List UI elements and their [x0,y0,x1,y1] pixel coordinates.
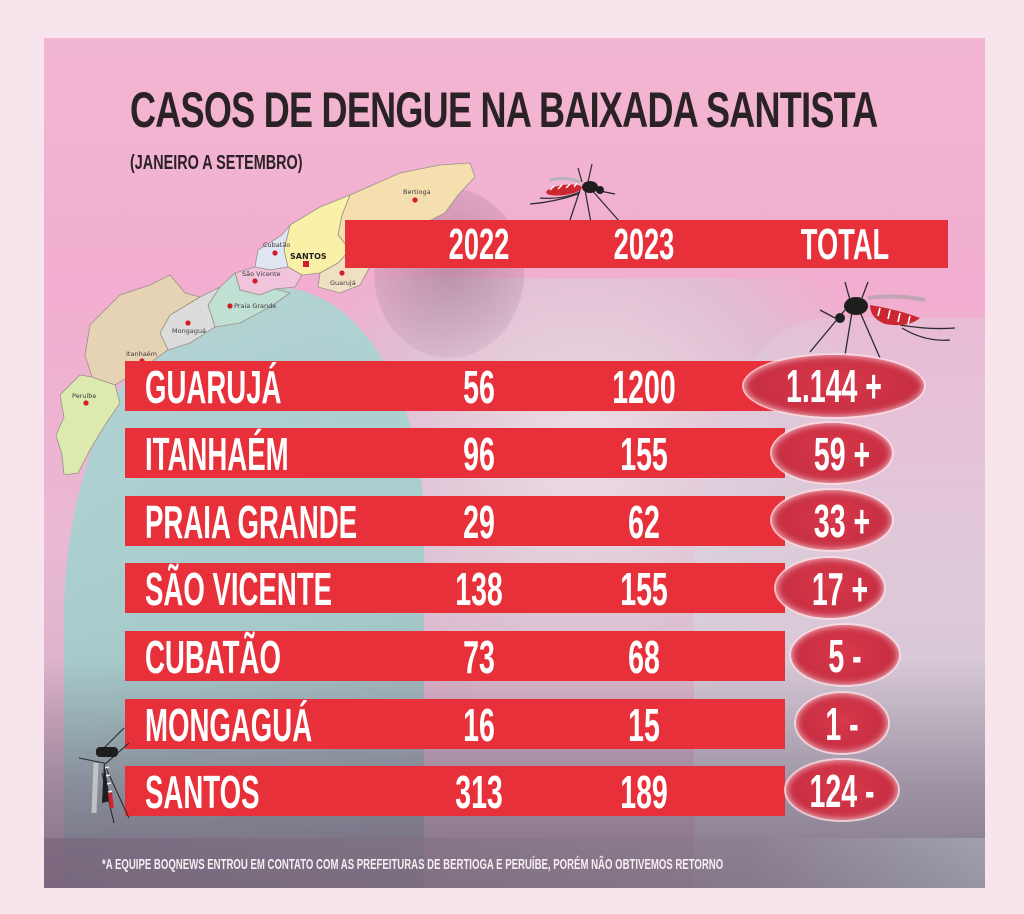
value-2023: 15 [628,699,660,751]
column-header-total: TOTAL [800,220,890,269]
table-header: 2022 2023 TOTAL [345,220,948,269]
map-label-peruibe: Peruíbe [72,392,96,400]
value-2022: 138 [455,563,503,615]
map-label-sao-vicente: São Vicente [242,270,281,278]
mosquito-icon [78,727,130,824]
city-name: MONGAGUÁ [145,699,313,751]
map-region-peruibe [55,374,121,475]
map-label-cubatao: Cubatão [263,241,290,249]
value-2023: 1200 [612,361,676,413]
mosquito-icon [529,163,621,229]
city-name: PRAIA GRANDE [145,496,358,548]
city-name: CUBATÃO [145,631,281,683]
footnote-band [44,838,985,888]
total-badge-itanhaem: 59 + [772,423,892,483]
value-2022: 16 [463,699,495,751]
column-header-2023: 2023 [613,220,675,269]
table-row-santos: SANTOS 313 189 [125,766,785,818]
total-value: 59 + [813,428,871,480]
infographic-panel: CASOS DE DENGUE NA BAIXADA SANTISTA (JAN… [44,38,985,888]
value-2022: 29 [463,496,495,548]
table-row-praia-grande: PRAIA GRANDE 29 62 [125,496,785,548]
total-badge-cubatao: 5 - [791,625,899,685]
city-name: ITANHAÉM [145,428,289,480]
city-name: SÃO VICENTE [145,563,333,615]
map-label-santos: SANTOS [290,252,327,261]
value-2022: 313 [455,766,503,818]
value-2023: 189 [620,766,668,818]
table-row-mongagua: MONGAGUÁ 16 15 [125,699,785,751]
value-2023: 68 [628,631,660,683]
value-2023: 62 [628,496,660,548]
total-value: 1.144 + [786,360,882,412]
total-value: 33 + [813,495,871,547]
value-2022: 56 [463,361,495,413]
total-value: 17 + [811,563,869,615]
city-name: SANTOS [145,766,260,818]
value-2022: 96 [463,428,495,480]
city-name: GUARUJÁ [145,361,282,413]
map-label-praia-grande: Praia Grande [234,302,276,310]
value-2023: 155 [620,428,668,480]
value-2022: 73 [463,631,495,683]
mosquito-icon [809,281,956,359]
map-label-mongagua: Mongaguá [172,327,206,335]
map-label-itanhaem: Itanhaém [126,350,157,358]
total-badge-praia-grande: 33 + [772,490,892,550]
table-row-guaruja: GUARUJÁ 56 1200 [125,361,805,413]
table-row-cubatao: CUBATÃO 73 68 [125,631,785,683]
total-value: 5 - [828,630,862,682]
column-header-2022: 2022 [448,220,510,269]
table-row-itanhaem: ITANHAÉM 96 155 [125,428,785,480]
subtitle: (JANEIRO A SETEMBRO) [130,152,303,174]
total-badge-mongagua: 1 - [796,693,888,753]
map-baixada-santista: Bertioga Cubatão SANTOS Guarujá São Vice… [55,162,476,475]
footnote: *A EQUIPE BOQNEWS ENTROU EM CONTATO COM … [102,856,724,873]
total-badge-guaruja: 1.144 + [744,355,924,417]
map-label-guaruja: Guarujá [330,279,356,287]
total-value: 124 - [809,765,875,817]
map-label-bertioga: Bertioga [403,188,431,196]
total-badge-sao-vicente: 17 + [776,558,884,618]
total-value: 1 - [825,698,859,750]
page-title: CASOS DE DENGUE NA BAIXADA SANTISTA [130,82,878,138]
table-row-sao-vicente: SÃO VICENTE 138 155 [125,563,785,615]
total-badge-santos: 124 - [786,760,898,820]
value-2023: 155 [620,563,668,615]
